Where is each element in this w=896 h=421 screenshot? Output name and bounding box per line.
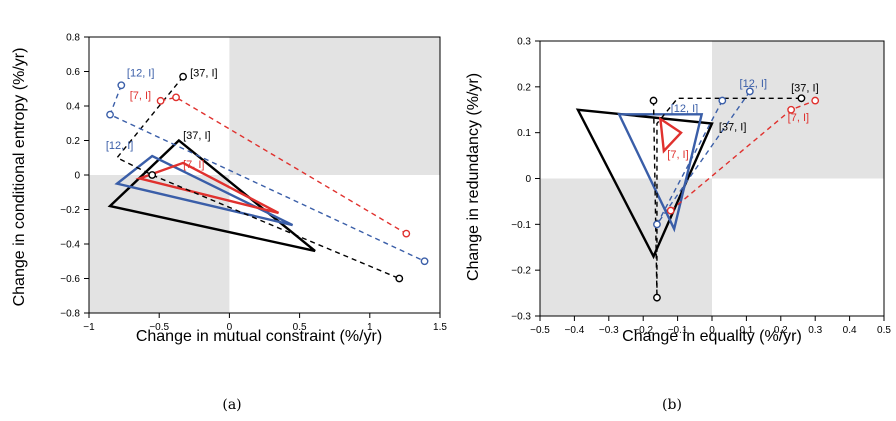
shaded-quadrant-bottom-left [540,178,712,316]
x-tick-label: 0.4 [843,325,857,336]
series-point-black [395,274,404,283]
series-point-blue [117,81,126,90]
annotation-label: [7, I] [130,90,151,102]
y-tick-label: 0 [525,174,531,185]
y-tick-label: −0.6 [60,274,80,285]
annotation-label: [37, I] [183,130,211,142]
series-point-red [172,93,180,102]
x-axis-title-b: Change in equality (%/yr) [622,328,802,345]
y-tick-label: 0.6 [66,67,80,78]
y-tick-label: 0.3 [517,37,531,48]
series-point-black [653,293,661,302]
series-point-red [787,105,796,114]
series-point-blue [745,87,754,96]
series-point-blue [106,110,114,119]
series-point-black [179,72,187,81]
y-tick-label: 0.2 [66,136,80,147]
x-axis-title-a: Change in mutual constraint (%/yr) [136,328,382,345]
x-tick-label: −0.4 [565,325,585,336]
x-tick-label: 0.1 [739,325,753,336]
series-black-dashed [652,97,802,298]
y-tick-label: 0.4 [66,102,80,113]
y-tick-label: 0.2 [517,82,531,93]
annotation-label: [12, I] [671,103,699,115]
y-tick-label: −0.3 [511,312,531,323]
plot-layer: −0.5 −0.4 −0.3 −0.2 −0.1 0 0.1 0.2 0.3 0.4 0.5 −0.3… [511,37,891,337]
series-point-black [797,94,806,103]
x-tick-label: 1.5 [433,322,447,333]
series-point-black [148,171,157,179]
x-tick-label: 0.2 [774,325,788,336]
series-point-red [666,206,675,215]
shaded-quadrant-top-right [229,37,440,175]
series-point-blue [653,220,661,229]
x-tick-label: −0.5 [530,325,550,336]
x-tick-label: 0.5 [293,322,307,333]
x-tick-label: −0.1 [668,325,688,336]
series-red-solid [658,116,683,154]
shaded-quadrant-top-right [712,41,884,179]
y-tick-label: 0 [74,171,80,182]
x-tick-label: 0.3 [808,325,822,336]
x-tick-label: −0.3 [599,325,619,336]
annotation-label: [37, I] [719,121,747,133]
plot-layer: −1 −0.5 0 0.5 1 1.5 −0.8 −0.6 −0.4 −0.2 0 0.2 0.4 0.6… [60,33,447,334]
panel-caption-b: (b) [662,397,682,413]
x-tick-label: −0.2 [633,325,653,336]
annotation-label: [7, I] [183,159,204,171]
series-point-blue [718,96,727,105]
x-tick-label: 0 [709,325,715,336]
series-blue-solid [114,154,294,227]
chart-panel-a: −1 −0.5 0 0.5 1 1.5 −0.8 −0.6 −0.4 −0.2 0 0.2 0.4 0.6… [11,33,447,414]
annotation-label: [12, I] [740,78,768,90]
series-blue-solid [617,113,704,233]
x-tick-label: −1 [83,322,95,333]
y-axis-title-b: Change in redundancy (%/yr) [465,73,482,281]
annotation-label: [12, I] [127,68,155,80]
x-tick-label: 0.5 [877,325,891,336]
y-tick-label: −0.8 [60,309,80,320]
panel-caption-a: (a) [222,397,241,413]
y-tick-label: 0.8 [66,33,80,44]
annotation-label: [7, I] [667,149,688,161]
y-tick-label: −0.1 [511,220,531,231]
y-tick-label: −0.2 [60,205,80,216]
x-tick-label: 0 [227,322,233,333]
y-tick-label: −0.2 [511,266,531,277]
x-tick-label: −0.5 [149,322,169,333]
series-point-blue [420,257,429,266]
annotation-label: [37, I] [791,82,819,94]
annotation-label: [7, I] [788,112,809,124]
chart-panel-b: −0.5 −0.4 −0.3 −0.2 −0.1 0 0.1 0.2 0.3 0.4 0.5 −0.3… [465,37,891,414]
y-axis-title-a: Change in conditional entropy (%/yr) [11,48,28,307]
annotation-label: [37, I] [190,68,218,80]
series-red-solid [135,161,280,215]
annotation-label: [12, I] [106,140,134,152]
series-point-black [649,96,658,105]
series-point-red [156,96,165,105]
y-tick-label: −0.4 [60,240,80,251]
series-point-red [402,229,411,238]
x-tick-label: 1 [367,322,373,333]
y-tick-label: 0.1 [517,128,531,139]
series-point-red [811,96,820,105]
